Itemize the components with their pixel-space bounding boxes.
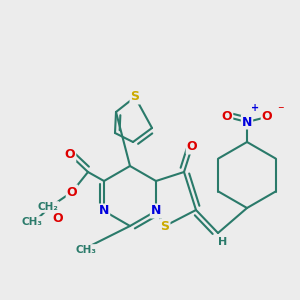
Text: S: S — [160, 220, 169, 232]
Text: CH₂: CH₂ — [38, 202, 58, 212]
Text: +: + — [251, 103, 259, 113]
Text: N: N — [99, 205, 109, 218]
Text: O: O — [262, 110, 272, 124]
Text: ⁻: ⁻ — [277, 104, 283, 118]
Text: O: O — [222, 110, 232, 124]
Text: N: N — [242, 116, 252, 128]
Text: CH₃: CH₃ — [22, 217, 43, 227]
Text: O: O — [67, 185, 77, 199]
Text: O: O — [187, 140, 197, 154]
Text: H: H — [218, 237, 228, 247]
Text: N: N — [151, 205, 161, 218]
Text: S: S — [130, 91, 140, 103]
Text: O: O — [53, 212, 63, 224]
Text: O: O — [65, 148, 75, 161]
Text: CH₃: CH₃ — [76, 245, 97, 255]
